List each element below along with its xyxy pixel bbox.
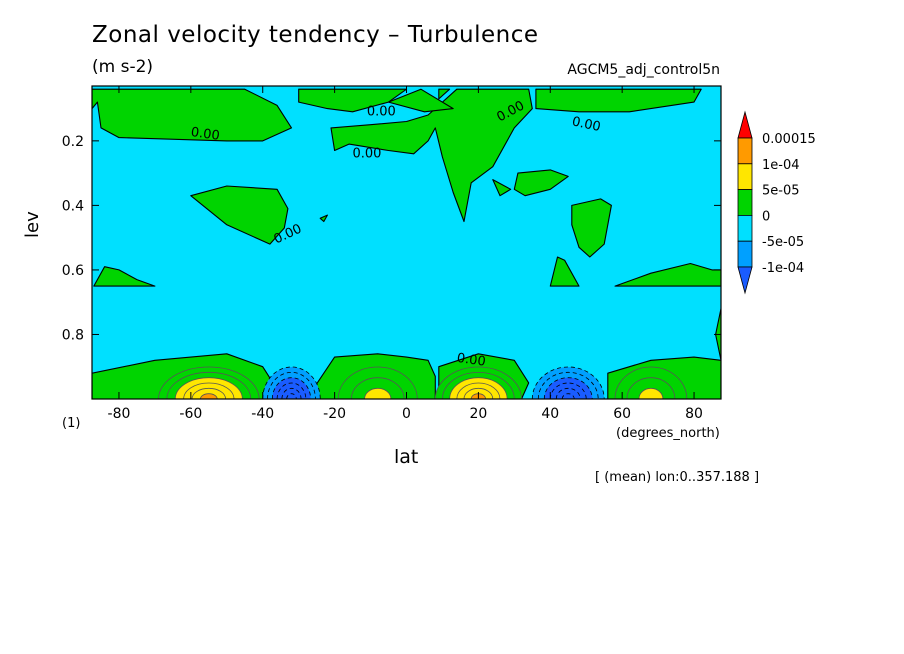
y-tick-label: 0.2 <box>62 134 84 150</box>
contour-region-positive <box>549 256 580 287</box>
contour-region-positive <box>387 88 454 113</box>
x-tick-label: 40 <box>541 406 559 422</box>
contour-label: 0.00 <box>456 351 487 370</box>
surface-minimum <box>262 366 321 399</box>
contour-region-positive <box>513 169 569 197</box>
x-axis-label: lat <box>394 446 419 468</box>
x-tick-label: 20 <box>469 406 487 422</box>
x-tick-label: -80 <box>108 406 131 422</box>
chart-units: (m s-2) <box>92 57 154 77</box>
dataset-name: AGCM5_adj_control5n <box>567 62 720 78</box>
colorbar-over-arrow <box>737 110 753 139</box>
contour-region-positive <box>438 88 451 100</box>
level-note: (1) <box>62 416 81 431</box>
colorbar-label: -1e-04 <box>762 261 804 276</box>
surface-maximum <box>158 366 260 399</box>
y-tick-label: 0.8 <box>62 327 84 343</box>
x-tick-label: 0 <box>402 406 411 422</box>
contour-region-positive <box>571 198 612 258</box>
x-tick-label: -60 <box>179 406 202 422</box>
contour-region-positive <box>93 266 156 287</box>
surface-maximum <box>337 366 418 399</box>
x-tick-label: 80 <box>685 406 703 422</box>
y-tick-label: 0.4 <box>62 198 84 214</box>
colorbar-label: -5e-05 <box>762 235 804 250</box>
colorbar-swatch <box>737 240 753 268</box>
colorbar-swatch <box>737 214 753 242</box>
contour-line <box>638 387 664 399</box>
colorbar-label: 0.00015 <box>762 132 816 147</box>
contour-region-positive <box>319 214 328 223</box>
chart-title: Zonal velocity tendency – Turbulence <box>92 22 539 48</box>
colorbar-swatch <box>737 189 753 216</box>
colorbar-label: 1e-04 <box>762 158 800 173</box>
colorbar-label: 0 <box>762 209 770 224</box>
surface-maximum <box>434 366 522 399</box>
contour-label: 0.00 <box>190 125 221 144</box>
y-tick-label: 0.6 <box>62 263 84 279</box>
surface-maximum <box>614 366 688 399</box>
contour-region-positive <box>492 179 512 197</box>
colorbar-swatch <box>737 137 753 165</box>
contour-label: 0.00 <box>570 114 601 135</box>
colorbar: 0.00015 1e-04 5e-05 0 -5e-05 -1e-04 <box>737 110 816 295</box>
x-tick-label: -20 <box>323 406 346 422</box>
mean-note: [ (mean) lon:0..357.188 ] <box>595 470 760 485</box>
colorbar-under-arrow <box>737 266 753 295</box>
colorbar-label: 5e-05 <box>762 184 800 199</box>
contour-region-positive <box>535 88 702 113</box>
x-tick-label: 60 <box>613 406 631 422</box>
contour-line <box>364 387 392 399</box>
x-axis-unit: (degrees_north) <box>616 426 720 441</box>
contour-region-positive <box>92 88 293 142</box>
contour-label: 0.00 <box>352 146 381 161</box>
surface-minimum <box>531 366 605 399</box>
contour-label: 0.00 <box>367 104 396 119</box>
contour-region-positive <box>190 185 289 245</box>
contour-region-positive <box>614 262 721 287</box>
colorbar-swatch <box>737 163 753 191</box>
x-tick-label: -40 <box>251 406 274 422</box>
y-axis-label: lev <box>22 211 43 238</box>
